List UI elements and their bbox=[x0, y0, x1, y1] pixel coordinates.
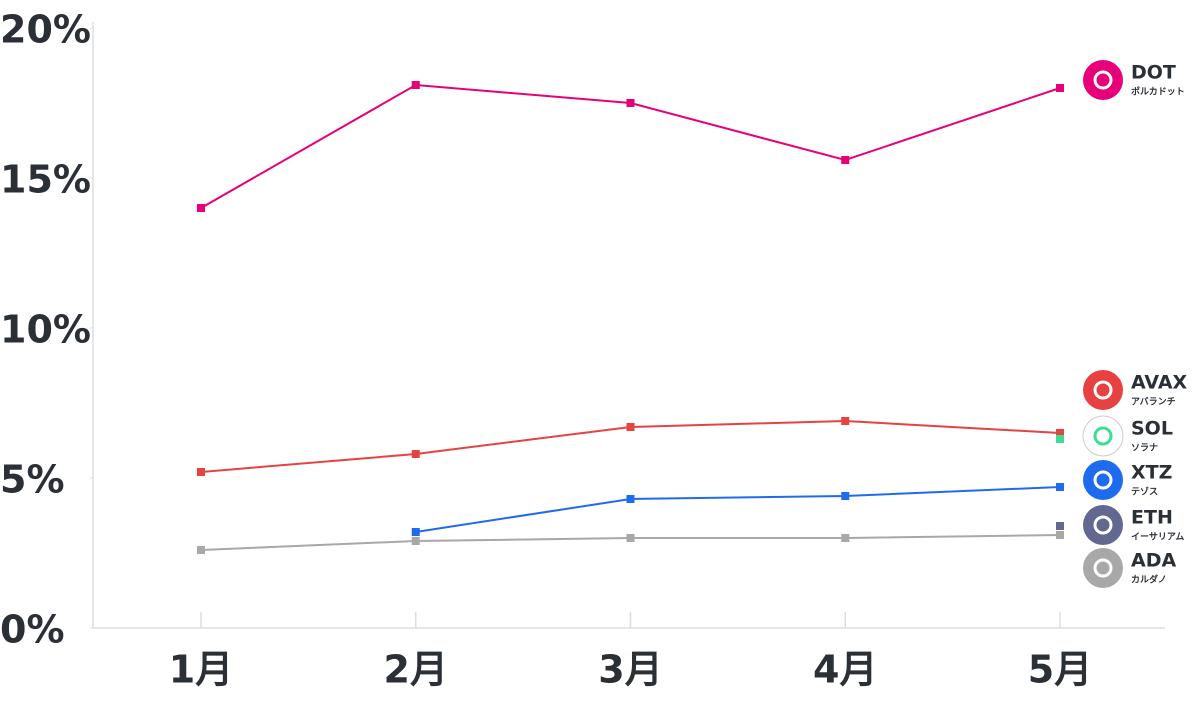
y-tick-label: 15% bbox=[0, 158, 91, 202]
point bbox=[1056, 531, 1064, 539]
legend-name: AVAX bbox=[1131, 372, 1188, 394]
point bbox=[626, 99, 635, 107]
point bbox=[626, 423, 635, 431]
point bbox=[1056, 483, 1064, 491]
legend-icon-inner bbox=[1093, 558, 1113, 578]
legend-name: XTZ bbox=[1131, 462, 1172, 484]
legend-icon bbox=[1083, 548, 1123, 588]
legend-icon-inner bbox=[1093, 515, 1113, 535]
legend-icon-inner bbox=[1093, 70, 1113, 90]
point bbox=[411, 81, 420, 89]
point bbox=[1056, 429, 1064, 437]
point bbox=[197, 468, 205, 476]
legend-name: ETH bbox=[1131, 507, 1173, 529]
series-line bbox=[415, 486, 1061, 533]
point bbox=[841, 534, 850, 542]
legend-icon-inner bbox=[1093, 380, 1113, 400]
legend-subtitle: ソラナ bbox=[1131, 443, 1158, 454]
point bbox=[1056, 522, 1064, 530]
x-tick-label: 4月 bbox=[813, 648, 877, 692]
point bbox=[411, 537, 420, 545]
legend-name: ADA bbox=[1131, 550, 1176, 572]
legend-icon bbox=[1083, 60, 1123, 100]
legend-icon bbox=[1083, 460, 1123, 500]
y-tick-label: 5% bbox=[0, 458, 65, 502]
point bbox=[841, 417, 850, 425]
y-tick-label: 10% bbox=[0, 308, 91, 352]
x-tick-label: 3月 bbox=[598, 648, 662, 692]
point bbox=[1056, 84, 1064, 92]
legend-icon bbox=[1082, 415, 1124, 457]
legend-subtitle: ポルカドット bbox=[1131, 86, 1185, 98]
x-tick-label: 1月 bbox=[169, 648, 233, 692]
point bbox=[626, 534, 635, 542]
legend-icon-inner bbox=[1093, 470, 1113, 490]
point bbox=[411, 528, 420, 536]
point bbox=[841, 492, 850, 500]
y-tick-label: 20% bbox=[0, 8, 91, 52]
legend-icon bbox=[1083, 505, 1123, 545]
point bbox=[411, 450, 420, 458]
point bbox=[841, 156, 850, 164]
x-tick-label: 2月 bbox=[384, 648, 448, 692]
point bbox=[1056, 435, 1064, 443]
legend-name: DOT bbox=[1131, 62, 1176, 84]
point bbox=[197, 546, 205, 554]
x-tick-label: 5月 bbox=[1028, 648, 1092, 692]
legend-subtitle: アバランチ bbox=[1131, 397, 1176, 408]
legend-icon bbox=[1083, 370, 1123, 410]
legend-subtitle: カルダノ bbox=[1131, 574, 1167, 586]
point bbox=[197, 204, 205, 212]
y-tick-label: 0% bbox=[0, 608, 65, 652]
legend-subtitle: イーサリアム bbox=[1131, 532, 1184, 543]
point bbox=[626, 495, 635, 503]
legend-icon-inner bbox=[1093, 426, 1113, 446]
legend-subtitle: テゾス bbox=[1131, 486, 1158, 498]
legend-name: SOL bbox=[1131, 418, 1173, 440]
